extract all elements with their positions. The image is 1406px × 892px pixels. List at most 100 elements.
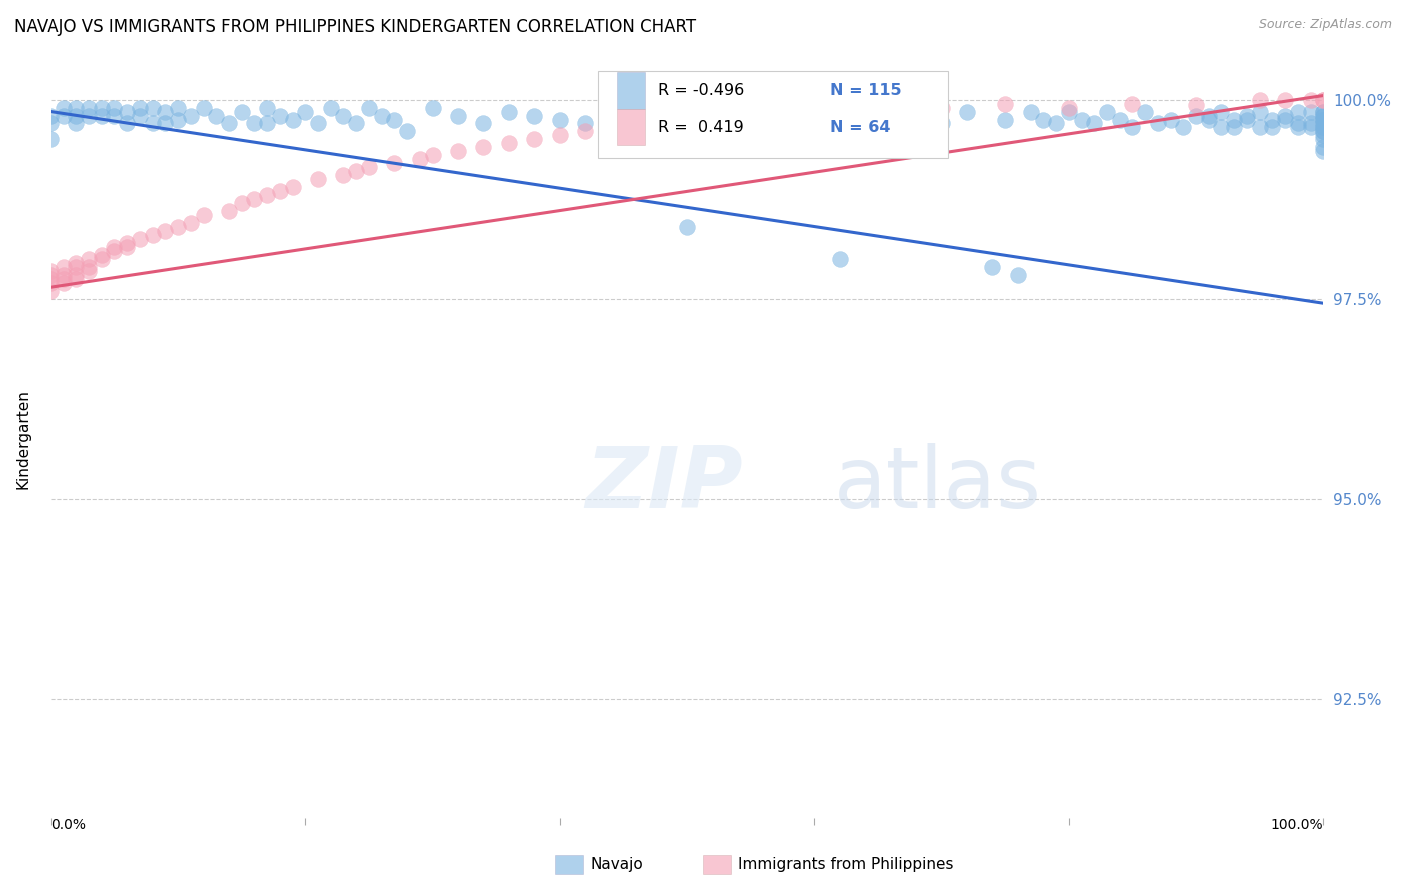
Point <box>1095 104 1118 119</box>
Point <box>1312 128 1334 143</box>
Point <box>1312 140 1334 154</box>
Text: 0.0%: 0.0% <box>51 818 86 832</box>
Point <box>65 272 87 286</box>
Point <box>319 101 342 115</box>
Point <box>574 124 596 138</box>
Point <box>269 185 291 199</box>
Point <box>1299 104 1322 119</box>
Point <box>1274 93 1296 107</box>
Point <box>65 260 87 275</box>
Point <box>129 101 152 115</box>
Point <box>866 104 889 119</box>
Point <box>1274 112 1296 127</box>
Point <box>956 104 979 119</box>
Point <box>193 208 215 222</box>
Point <box>1249 104 1271 119</box>
Point <box>1312 112 1334 127</box>
Point <box>548 112 571 127</box>
Point <box>1223 112 1246 127</box>
Point <box>1312 120 1334 135</box>
Point <box>281 180 304 194</box>
Point <box>370 108 392 122</box>
Point <box>1173 120 1195 135</box>
Point <box>1312 116 1334 130</box>
Point <box>1299 93 1322 107</box>
Point <box>193 101 215 115</box>
Point <box>1299 120 1322 135</box>
Point <box>77 264 100 278</box>
Point <box>103 244 125 259</box>
Point <box>1070 112 1092 127</box>
Point <box>803 112 825 127</box>
Point <box>52 277 75 291</box>
Point <box>52 268 75 283</box>
Point <box>115 116 138 130</box>
Point <box>1312 104 1334 119</box>
Point <box>52 260 75 275</box>
Point <box>1312 108 1334 122</box>
Point <box>167 101 190 115</box>
Point <box>447 108 470 122</box>
Text: NAVAJO VS IMMIGRANTS FROM PHILIPPINES KINDERGARTEN CORRELATION CHART: NAVAJO VS IMMIGRANTS FROM PHILIPPINES KI… <box>14 18 696 36</box>
Point <box>65 256 87 270</box>
Point <box>332 169 354 183</box>
Point <box>39 268 62 283</box>
Point <box>422 101 444 115</box>
Point <box>498 104 520 119</box>
Point <box>1223 120 1246 135</box>
Point <box>65 101 87 115</box>
Text: R =  0.419: R = 0.419 <box>658 120 744 135</box>
Point <box>90 252 112 267</box>
Point <box>39 264 62 278</box>
Point <box>1312 120 1334 135</box>
Point <box>256 188 278 202</box>
Point <box>39 108 62 122</box>
Point <box>624 116 647 130</box>
Point <box>129 232 152 246</box>
Point <box>52 101 75 115</box>
Point <box>1121 120 1143 135</box>
Point <box>931 116 953 130</box>
Point <box>599 101 621 115</box>
Point <box>472 140 495 154</box>
Point <box>52 108 75 122</box>
Point <box>90 101 112 115</box>
Point <box>218 116 240 130</box>
Point <box>39 132 62 146</box>
Point <box>676 220 699 235</box>
Point <box>702 108 724 122</box>
Point <box>1198 108 1220 122</box>
Point <box>1286 116 1309 130</box>
Point <box>740 116 762 130</box>
Point <box>1249 93 1271 107</box>
Point <box>77 108 100 122</box>
Point <box>231 196 253 211</box>
Text: R = -0.496: R = -0.496 <box>658 83 744 98</box>
Point <box>39 284 62 298</box>
Point <box>256 101 278 115</box>
Point <box>243 116 266 130</box>
Point <box>307 172 329 186</box>
Point <box>344 116 367 130</box>
Point <box>651 112 673 127</box>
Point <box>256 116 278 130</box>
Point <box>599 120 621 135</box>
Point <box>1236 108 1258 122</box>
Point <box>624 108 647 122</box>
Point <box>1211 104 1233 119</box>
Point <box>1312 93 1334 107</box>
Point <box>1211 120 1233 135</box>
Point <box>803 112 825 127</box>
Point <box>1312 112 1334 127</box>
Point <box>103 101 125 115</box>
Point <box>77 101 100 115</box>
Point <box>1019 104 1042 119</box>
Point <box>218 204 240 219</box>
Point <box>115 236 138 251</box>
Point <box>180 108 202 122</box>
Point <box>740 108 762 122</box>
Point <box>344 164 367 178</box>
Point <box>129 108 152 122</box>
Point <box>1160 112 1182 127</box>
Point <box>994 96 1017 111</box>
